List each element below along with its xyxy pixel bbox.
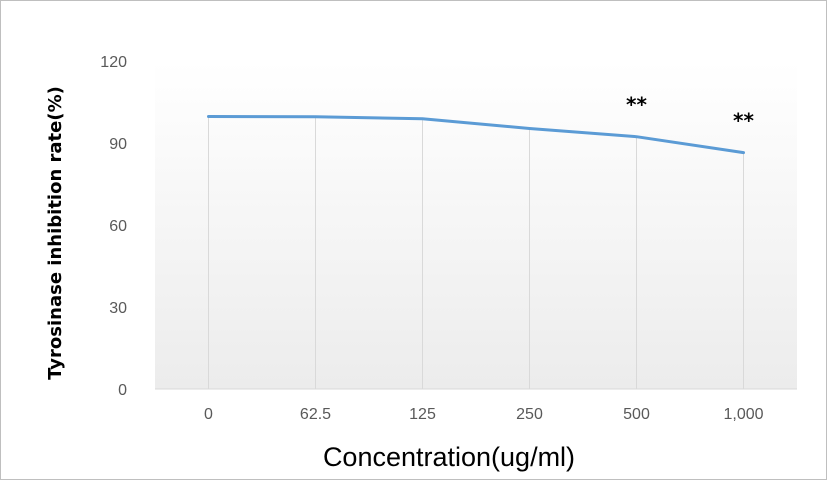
grid-lines	[208, 116, 744, 389]
x-tick-label: 62.5	[300, 406, 331, 423]
x-tick-label: 250	[516, 406, 543, 423]
y-tick-label: 90	[109, 136, 127, 153]
annotation-marks: ** **	[626, 93, 754, 133]
significance-mark: **	[733, 109, 754, 133]
x-tick-label: 125	[409, 406, 436, 423]
y-tick-label: 120	[100, 54, 127, 71]
y-tick-label: 60	[109, 218, 127, 235]
plot-area	[155, 61, 797, 389]
significance-mark: **	[626, 93, 647, 117]
x-tick-label: 1,000	[723, 406, 763, 423]
x-tick-labels: 0 62.5 125 250 500 1,000	[204, 406, 764, 423]
y-tick-label: 0	[118, 382, 127, 399]
x-tick-label: 500	[623, 406, 650, 423]
y-axis-label: Tyrosinase inhibition rate(%)	[45, 86, 66, 380]
y-tick-labels: 0 30 60 90 120	[100, 54, 127, 399]
x-axis-label: Concentration(ug/ml)	[323, 442, 575, 472]
x-tick-label: 0	[204, 406, 213, 423]
y-tick-label: 30	[109, 300, 127, 317]
series-line	[207, 115, 745, 155]
